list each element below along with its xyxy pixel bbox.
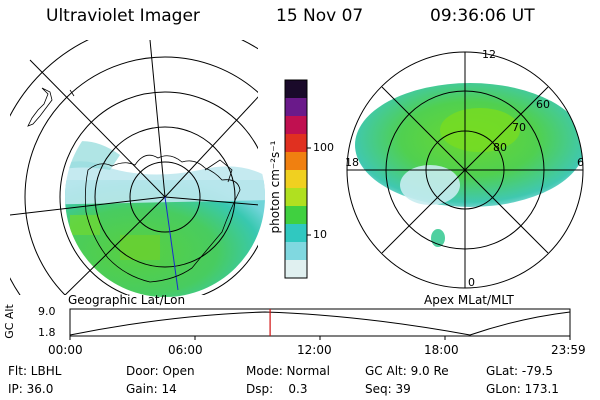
mlt-label-midnight: 0	[468, 276, 475, 289]
observation-date: 15 Nov 07	[276, 6, 364, 26]
colorbar-band	[285, 170, 307, 189]
timeline-xtick-4: 23:59	[551, 343, 586, 357]
colorbar-band	[285, 206, 307, 225]
timeline-xtick-2: 12:00	[297, 343, 332, 357]
status-gc-alt: GC Alt: 9.0 Re	[365, 364, 449, 378]
colorbar-band	[285, 188, 307, 207]
mlat-label-80: 80	[493, 141, 507, 154]
mlat-label-70: 70	[512, 121, 526, 134]
timeline-ylabel: GC Alt	[2, 304, 16, 339]
timeline-xtick-0: 00:00	[48, 343, 83, 357]
timeline-ytick-bottom: 1.8	[38, 326, 56, 339]
timeline-ytick-top: 9.0	[38, 305, 56, 318]
status-ip: IP: 36.0	[8, 382, 54, 396]
colorbar-band	[285, 134, 307, 153]
status-mode: Mode: Normal	[246, 364, 330, 378]
colorbar-band	[285, 80, 307, 99]
status-dsp: Dsp: 0.3	[246, 382, 308, 396]
colorbar-band	[285, 260, 307, 279]
timeline-xtick-1: 06:00	[168, 343, 203, 357]
gc-altitude-timeline	[69, 308, 571, 340]
magnetic-aurora-image	[346, 51, 584, 289]
mlt-label-dawn: 6	[577, 156, 584, 169]
left-panel-caption: Geographic Lat/Lon	[68, 293, 186, 307]
status-glon: GLon: 173.1	[486, 382, 559, 396]
observation-time: 09:36:06 UT	[430, 6, 535, 26]
status-gain: Gain: 14	[126, 382, 177, 396]
instrument-title: Ultraviolet Imager	[46, 6, 200, 26]
colorbar-band	[285, 152, 307, 171]
mlat-label-60: 60	[536, 98, 550, 111]
right-panel-caption: Apex MLat/MLT	[424, 293, 514, 307]
colorbar-tick-100: 100	[313, 141, 334, 154]
mlt-label-noon: 12	[482, 48, 496, 61]
colorbar	[285, 80, 307, 279]
colorbar-unit-label: photon cm⁻²s⁻¹	[268, 140, 282, 234]
colorbar-band	[285, 98, 307, 117]
status-glat: GLat: -79.5	[486, 364, 553, 378]
colorbar-band	[285, 224, 307, 243]
colorbar-tick-10: 10	[313, 228, 327, 241]
mlt-label-dusk: 18	[345, 156, 359, 169]
status-door: Door: Open	[126, 364, 195, 378]
colorbar-band	[285, 116, 307, 135]
colorbar-band	[285, 242, 307, 261]
status-filter: Flt: LBHL	[8, 364, 62, 378]
status-seq: Seq: 39	[365, 382, 411, 396]
timeline-xtick-3: 18:00	[424, 343, 459, 357]
